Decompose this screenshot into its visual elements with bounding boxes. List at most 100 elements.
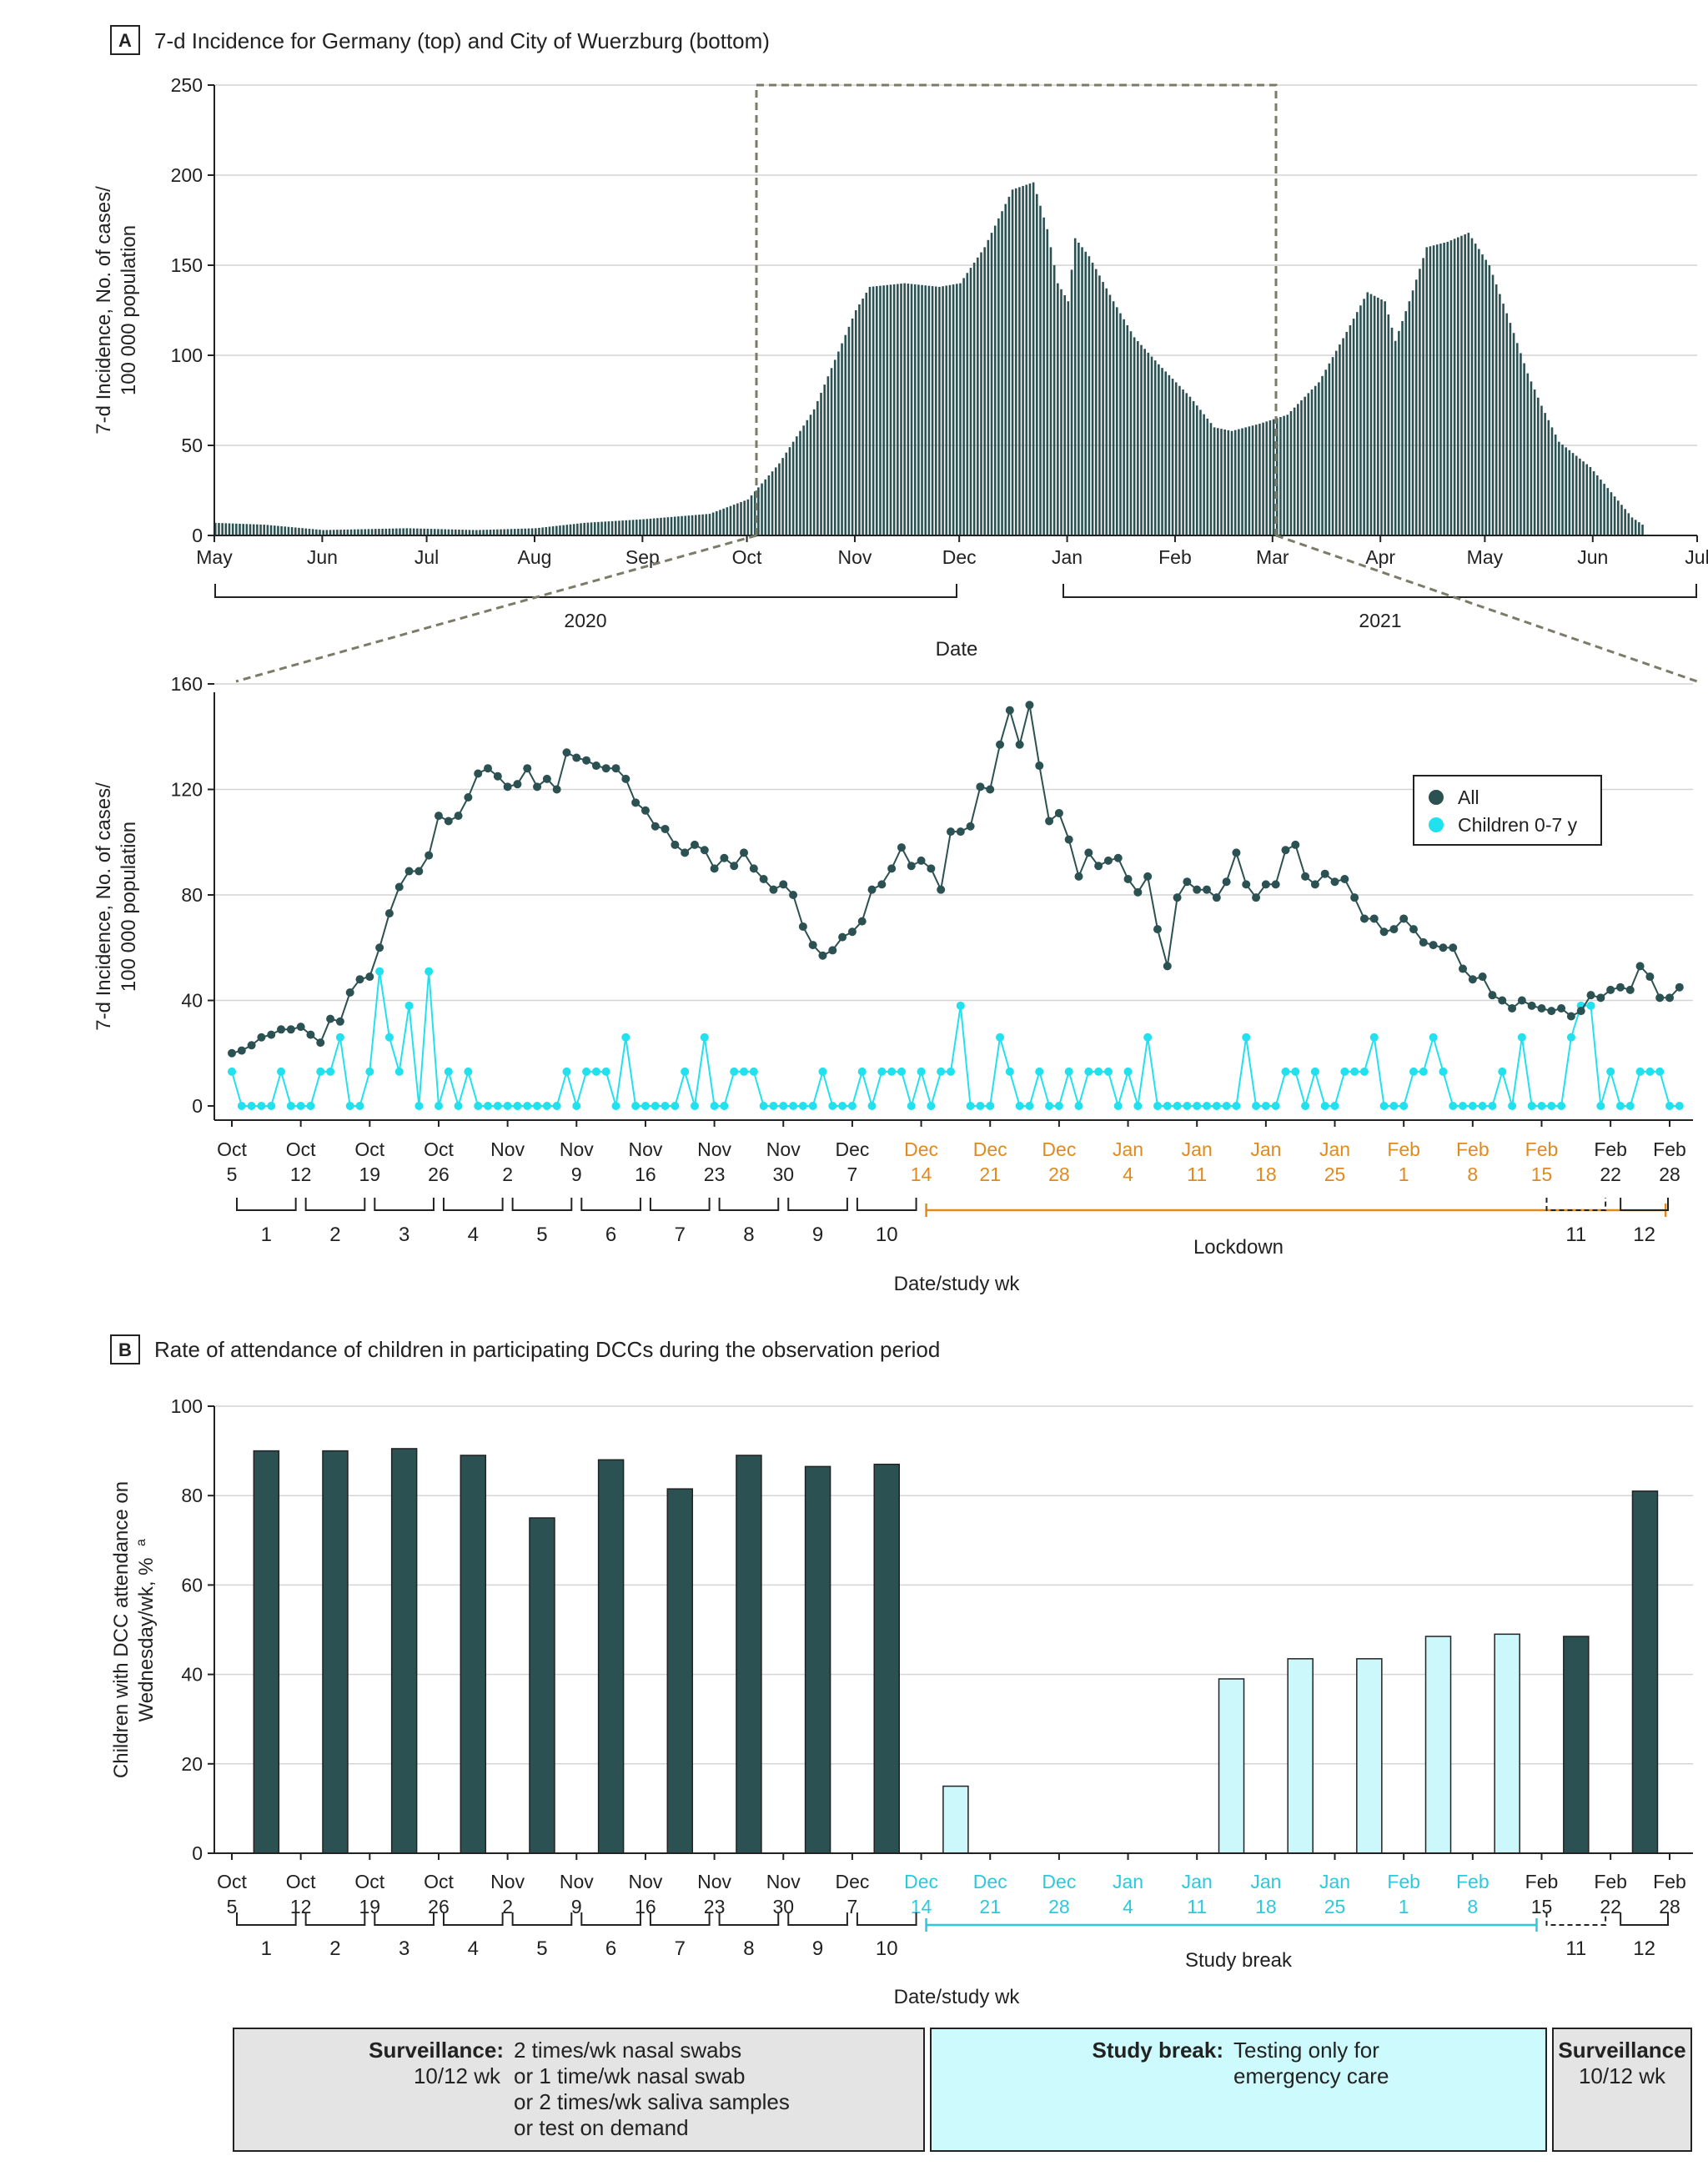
top-y-ticks: 0 50 100 150 200 250 bbox=[171, 74, 214, 546]
mid-x-tick-month: Dec bbox=[1042, 1138, 1076, 1160]
series-point-all bbox=[1113, 853, 1123, 862]
germany-bars bbox=[214, 182, 1644, 536]
germany-daily-bar bbox=[1001, 211, 1003, 535]
germany-daily-bar bbox=[1084, 251, 1088, 535]
series-point-children bbox=[1645, 1067, 1655, 1076]
series-point-all bbox=[640, 806, 650, 815]
germany-daily-bar bbox=[426, 529, 430, 535]
germany-daily-bar bbox=[980, 252, 982, 535]
germany-daily-bar bbox=[239, 523, 241, 535]
germany-daily-bar bbox=[433, 529, 436, 535]
germany-daily-bar bbox=[1435, 244, 1439, 535]
series-point-children bbox=[414, 1102, 424, 1110]
series-point-all bbox=[1301, 872, 1310, 881]
mid-week-bracket bbox=[580, 1198, 641, 1211]
att-x-tick-day: 22 bbox=[1600, 1896, 1621, 1917]
top-y-label-line2: 100 000 population bbox=[118, 225, 140, 395]
series-point-all bbox=[404, 867, 414, 876]
series-point-all bbox=[1005, 706, 1014, 715]
series-point-children bbox=[867, 1102, 877, 1110]
germany-daily-bar bbox=[1512, 333, 1515, 535]
germany-daily-bar bbox=[447, 529, 450, 535]
series-point-children bbox=[976, 1102, 985, 1110]
series-point-all bbox=[1045, 817, 1054, 826]
panel-a-letter-box bbox=[110, 25, 140, 55]
germany-daily-bar bbox=[1049, 247, 1052, 535]
germany-daily-bar bbox=[625, 520, 628, 535]
germany-daily-bar bbox=[966, 273, 969, 535]
germany-daily-bar bbox=[972, 262, 976, 535]
series-point-all bbox=[1557, 1003, 1566, 1013]
wuerzburg-series bbox=[228, 701, 1684, 1110]
series-point-all bbox=[1143, 872, 1153, 881]
germany-daily-bar bbox=[1339, 344, 1341, 535]
germany-daily-bar bbox=[1046, 229, 1049, 535]
series-point-children bbox=[375, 967, 384, 976]
germany-daily-bar bbox=[694, 515, 697, 535]
germany-daily-bar bbox=[1195, 405, 1198, 535]
series-point-children bbox=[1310, 1067, 1319, 1076]
series-point-children bbox=[454, 1102, 463, 1110]
germany-daily-bar bbox=[977, 257, 979, 535]
mid-x-tick-month: Oct bbox=[424, 1138, 454, 1160]
att-gridlines bbox=[214, 1405, 1693, 1765]
germany-daily-bar bbox=[1248, 426, 1251, 535]
attendance-bar-study-break bbox=[1424, 1636, 1452, 1854]
germany-daily-bar bbox=[1363, 299, 1365, 535]
germany-daily-bar bbox=[1352, 319, 1355, 535]
germany-daily-bar bbox=[837, 351, 840, 535]
germany-daily-bar bbox=[1579, 458, 1581, 535]
germany-daily-bar bbox=[510, 529, 513, 535]
attendance-bar-surveillance bbox=[529, 1517, 555, 1854]
mid-x-tick-month: Oct bbox=[286, 1138, 316, 1160]
germany-daily-bar bbox=[1004, 204, 1007, 535]
series-point-children bbox=[562, 1067, 571, 1076]
germany-daily-bar bbox=[806, 420, 809, 535]
germany-daily-bar bbox=[934, 286, 937, 535]
mid-study-weeks: 1 2 3 4 5 6 7 8 9 10 11 12 bbox=[236, 1198, 1669, 1246]
germany-daily-bar bbox=[325, 530, 329, 535]
att-x-tick-day: 9 bbox=[571, 1896, 582, 1917]
series-point-all bbox=[1064, 835, 1073, 844]
germany-daily-bar bbox=[284, 526, 287, 535]
att-x-tick-month: Nov bbox=[490, 1871, 525, 1892]
att-week-bracket bbox=[374, 1912, 435, 1926]
series-point-children bbox=[464, 1067, 473, 1076]
series-point-children bbox=[1271, 1102, 1280, 1110]
series-point-all bbox=[1261, 880, 1270, 889]
series-point-children bbox=[838, 1102, 847, 1110]
germany-daily-bar bbox=[1028, 183, 1032, 535]
att-x-tick-month: Oct bbox=[286, 1871, 316, 1892]
surveillance-box-duration: 10/12 wk bbox=[414, 2063, 501, 2088]
mid-week-label: 9 bbox=[812, 1224, 823, 1246]
germany-daily-bar bbox=[1289, 410, 1293, 535]
surveillance-box bbox=[233, 2028, 925, 2152]
mid-x-label: Date/study wk bbox=[894, 1273, 1021, 1295]
series-point-all bbox=[1625, 985, 1635, 994]
series-point-all bbox=[601, 764, 610, 773]
germany-daily-bar bbox=[681, 515, 683, 535]
germany-daily-bar bbox=[416, 528, 419, 535]
germany-daily-bar bbox=[1105, 288, 1108, 535]
series-point-children bbox=[326, 1067, 335, 1076]
series-point-children bbox=[1094, 1067, 1103, 1076]
germany-daily-bar bbox=[541, 527, 544, 535]
germany-daily-bar bbox=[569, 524, 572, 535]
series-point-children bbox=[857, 1067, 867, 1076]
germany-daily-bar bbox=[583, 522, 586, 535]
germany-daily-bar bbox=[691, 515, 694, 535]
germany-daily-bar bbox=[1164, 371, 1168, 535]
mid-x-tick-day: 14 bbox=[911, 1163, 932, 1185]
series-point-all bbox=[1340, 875, 1349, 884]
series-point-children bbox=[1252, 1102, 1261, 1110]
germany-daily-bar bbox=[907, 284, 910, 535]
series-point-all bbox=[867, 885, 877, 894]
attendance-bar-surveillance bbox=[804, 1465, 831, 1854]
att-x-tick-month: Nov bbox=[560, 1871, 594, 1892]
series-point-all bbox=[1399, 914, 1409, 923]
series-point-all bbox=[503, 782, 512, 792]
germany-daily-bar bbox=[1592, 470, 1595, 535]
top-x-tick-label: Jan bbox=[1052, 546, 1083, 568]
